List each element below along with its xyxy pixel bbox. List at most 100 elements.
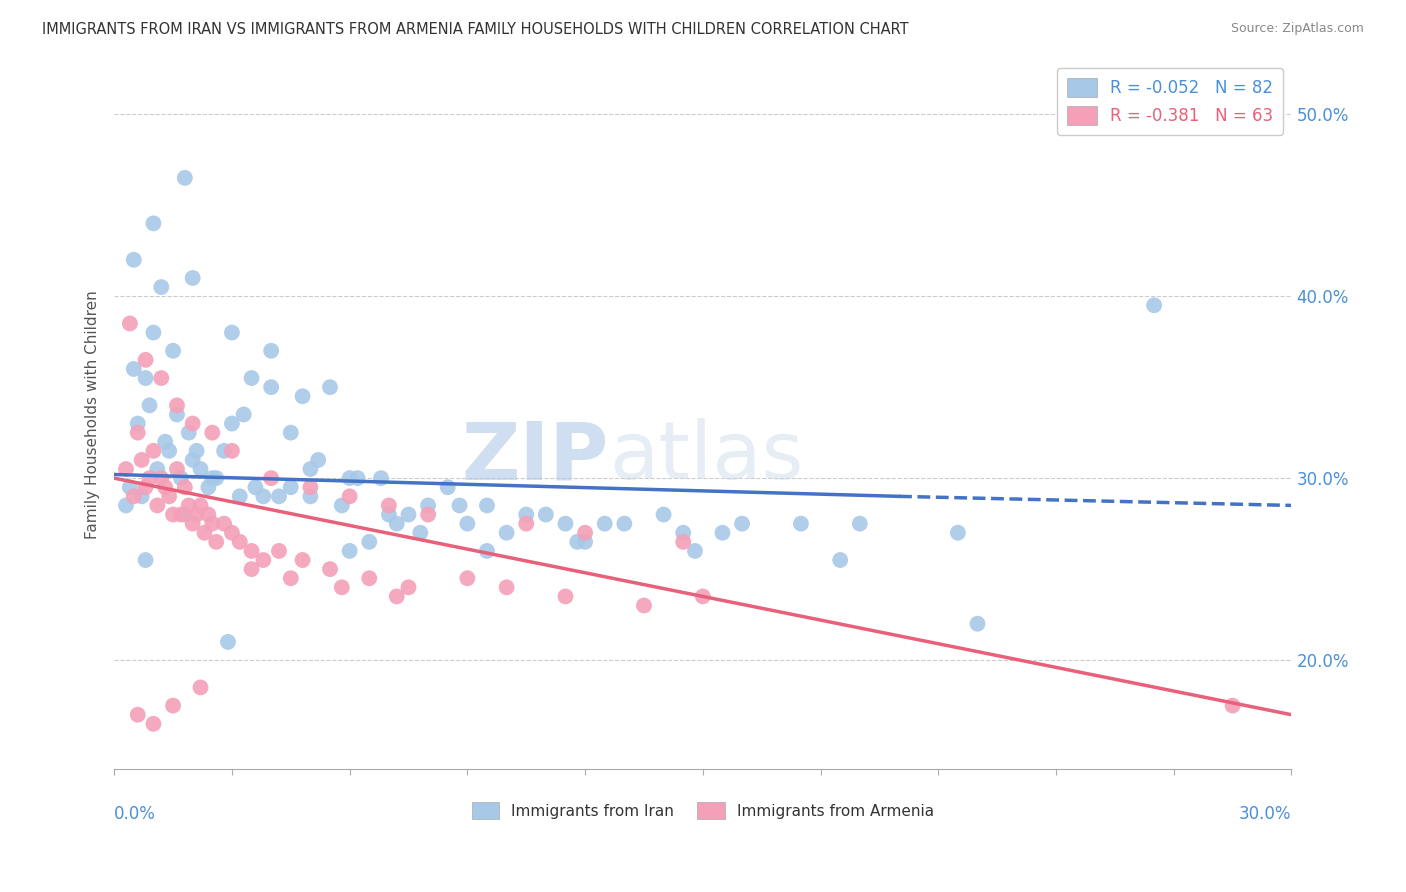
Point <box>131 453 153 467</box>
Point <box>418 499 440 513</box>
Point <box>221 417 243 431</box>
Legend: Immigrants from Iran, Immigrants from Armenia: Immigrants from Iran, Immigrants from Ar… <box>465 796 941 825</box>
Point <box>593 516 616 531</box>
Point <box>232 408 254 422</box>
Text: atlas: atlas <box>609 418 803 496</box>
Point <box>197 480 219 494</box>
Point <box>170 508 193 522</box>
Point <box>260 380 283 394</box>
Point <box>475 499 498 513</box>
Point <box>574 525 596 540</box>
Point <box>240 544 263 558</box>
Point <box>291 553 314 567</box>
Point <box>280 425 302 440</box>
Point <box>135 480 157 494</box>
Point <box>683 544 706 558</box>
Point <box>181 271 204 285</box>
Point <box>398 580 420 594</box>
Point <box>291 389 314 403</box>
Text: IMMIGRANTS FROM IRAN VS IMMIGRANTS FROM ARMENIA FAMILY HOUSEHOLDS WITH CHILDREN : IMMIGRANTS FROM IRAN VS IMMIGRANTS FROM … <box>42 22 908 37</box>
Point <box>190 462 212 476</box>
Point <box>190 499 212 513</box>
Point <box>1222 698 1244 713</box>
Point <box>378 508 401 522</box>
Point <box>186 443 208 458</box>
Point <box>135 352 157 367</box>
Point <box>181 516 204 531</box>
Point <box>359 571 381 585</box>
Point <box>181 417 204 431</box>
Point <box>201 471 224 485</box>
Point <box>221 443 243 458</box>
Point <box>115 462 138 476</box>
Point <box>177 425 200 440</box>
Point <box>173 170 195 185</box>
Point <box>574 534 596 549</box>
Point <box>122 252 145 267</box>
Point <box>162 343 184 358</box>
Point <box>652 508 675 522</box>
Point <box>142 326 165 340</box>
Point <box>229 534 252 549</box>
Point <box>515 516 537 531</box>
Point <box>157 489 180 503</box>
Y-axis label: Family Households with Children: Family Households with Children <box>86 290 100 539</box>
Point <box>409 525 432 540</box>
Point <box>456 516 478 531</box>
Point <box>115 499 138 513</box>
Point <box>534 508 557 522</box>
Point <box>849 516 872 531</box>
Point <box>162 508 184 522</box>
Point <box>378 499 401 513</box>
Text: Source: ZipAtlas.com: Source: ZipAtlas.com <box>1230 22 1364 36</box>
Point <box>554 516 576 531</box>
Point <box>201 425 224 440</box>
Point <box>385 516 408 531</box>
Point <box>252 553 274 567</box>
Point <box>153 480 176 494</box>
Point <box>299 480 322 494</box>
Point <box>280 571 302 585</box>
Point <box>127 707 149 722</box>
Point <box>135 553 157 567</box>
Point <box>319 380 342 394</box>
Point <box>190 681 212 695</box>
Point <box>212 443 235 458</box>
Point <box>177 499 200 513</box>
Text: 0.0%: 0.0% <box>114 805 156 822</box>
Point <box>142 443 165 458</box>
Text: 30.0%: 30.0% <box>1239 805 1292 822</box>
Point <box>731 516 754 531</box>
Point <box>299 462 322 476</box>
Point <box>166 398 188 412</box>
Point <box>142 716 165 731</box>
Point <box>260 343 283 358</box>
Point <box>142 216 165 230</box>
Point <box>131 489 153 503</box>
Point <box>613 516 636 531</box>
Point <box>370 471 392 485</box>
Point <box>153 434 176 449</box>
Point <box>157 443 180 458</box>
Point <box>127 417 149 431</box>
Point <box>830 553 852 567</box>
Point <box>966 616 988 631</box>
Point <box>138 398 160 412</box>
Point <box>146 499 169 513</box>
Point <box>217 635 239 649</box>
Point <box>150 371 173 385</box>
Text: ZIP: ZIP <box>461 418 609 496</box>
Point <box>299 489 322 503</box>
Point <box>359 534 381 549</box>
Point <box>672 525 695 540</box>
Point <box>280 480 302 494</box>
Point <box>122 489 145 503</box>
Point <box>692 590 714 604</box>
Point <box>240 562 263 576</box>
Point <box>711 525 734 540</box>
Point <box>946 525 969 540</box>
Point <box>339 489 361 503</box>
Point <box>307 453 329 467</box>
Point <box>162 698 184 713</box>
Point <box>475 544 498 558</box>
